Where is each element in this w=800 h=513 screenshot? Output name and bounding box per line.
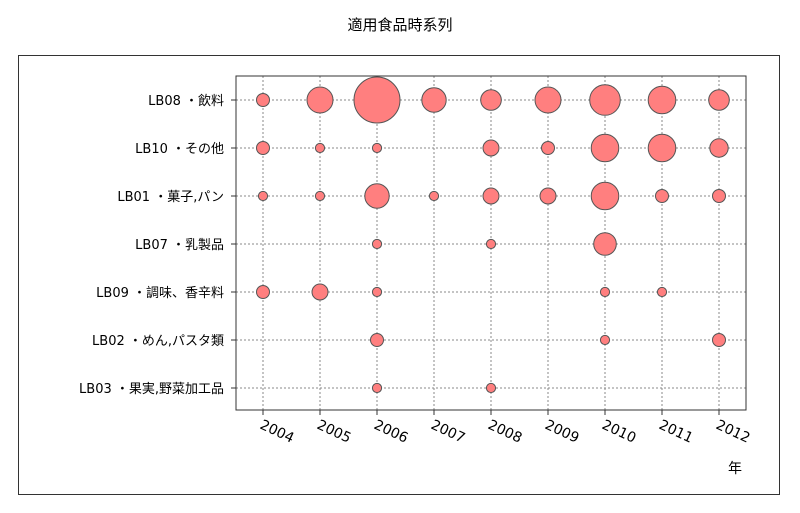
bubble: [590, 133, 620, 163]
bubble: [534, 86, 562, 114]
bubble: [647, 85, 677, 115]
bubble: [712, 333, 726, 347]
bubble: [256, 93, 270, 107]
bubble: [656, 286, 668, 298]
bubble: [370, 333, 384, 347]
bubble: [712, 189, 726, 203]
y-tick-label: LB03 ・果実,野菜加工品: [79, 381, 224, 397]
bubble: [428, 190, 440, 202]
x-tick-label: 2006: [371, 417, 410, 447]
bubble: [353, 76, 401, 124]
bubble: [421, 87, 447, 113]
bubble: [590, 181, 620, 211]
y-tick-label: LB10 ・その他: [135, 142, 224, 157]
x-axis-title: 年: [728, 461, 742, 477]
y-tick-label: LB02 ・めん,パスタ類: [92, 334, 224, 349]
bubble: [371, 142, 383, 154]
bubble: [311, 283, 329, 301]
y-tick-label: LB01 ・菓子,パン: [117, 190, 224, 205]
x-tick-label: 2005: [314, 417, 353, 447]
bubble: [371, 382, 383, 394]
bubble: [480, 89, 502, 111]
y-tick-label: LB09 ・調味、香辛料: [96, 286, 224, 301]
y-axis-labels: LB08 ・飲料 LB10 ・その他 LB01 ・菓子,パン LB07 ・乳製品 LB0…: [79, 93, 236, 397]
bubble: [371, 238, 383, 250]
bubble: [599, 334, 611, 346]
bubble: [257, 190, 269, 202]
bubble: [482, 139, 500, 157]
y-tick-label: LB08 ・飲料: [148, 93, 224, 109]
bubble: [256, 285, 270, 299]
chart-frame: [18, 55, 780, 495]
bubble: [485, 238, 497, 250]
x-tick-label: 2007: [428, 417, 467, 447]
x-tick-label: 2008: [485, 417, 524, 447]
bubble: [541, 141, 555, 155]
bubble: [256, 141, 270, 155]
bubble: [539, 187, 557, 205]
bubble: [364, 183, 390, 209]
x-tick-label: 2009: [542, 417, 581, 447]
bubble: [589, 84, 621, 116]
x-tick-label: 2012: [713, 417, 752, 447]
bubble: [485, 382, 497, 394]
bubble: [709, 138, 729, 158]
bubble: [482, 187, 500, 205]
x-tick-label: 2004: [257, 417, 296, 447]
bubbles: [256, 76, 730, 394]
bubble: [599, 286, 611, 298]
y-tick-label: LB07 ・乳製品: [135, 238, 224, 253]
bubble: [314, 190, 326, 202]
x-axis-labels: 2004 2005 2006 2007 2008 2009 2010 2011 2012: [257, 410, 752, 447]
bubble: [593, 232, 617, 256]
x-tick-label: 2011: [656, 417, 695, 447]
bubble: [306, 86, 334, 114]
bubble: [647, 133, 677, 163]
bubble: [655, 189, 669, 203]
bubble: [708, 89, 730, 111]
chart-title: 適用食品時系列: [347, 16, 453, 34]
bubble: [314, 142, 326, 154]
x-tick-label: 2010: [599, 417, 638, 447]
bubble: [371, 286, 383, 298]
